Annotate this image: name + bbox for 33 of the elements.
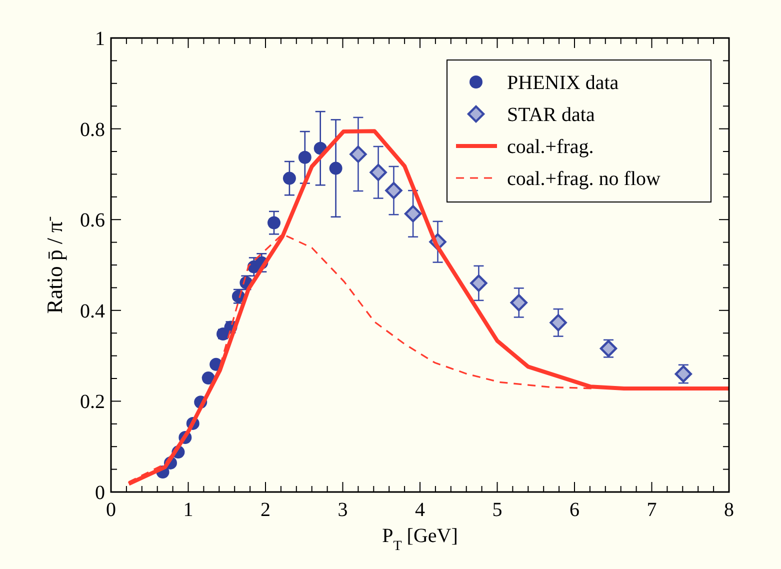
point: [370, 164, 387, 181]
x-tick-label: 6: [570, 499, 580, 521]
point: [282, 172, 296, 185]
y-tick-label: 0.8: [80, 118, 105, 141]
y-tick-label: 0.6: [80, 210, 105, 232]
point: [404, 205, 422, 222]
legend-label: PHENIX data: [507, 72, 619, 94]
point: [267, 216, 280, 230]
x-tick-label: 1: [183, 499, 194, 521]
x-tick-label: 2: [260, 499, 270, 521]
point: [298, 150, 312, 164]
point: [550, 314, 567, 332]
x-tick-label: 7: [646, 499, 657, 521]
y-tick-label: 1: [95, 28, 105, 50]
x-tick-label: 8: [724, 499, 734, 521]
point: [350, 146, 367, 163]
point: [600, 340, 618, 358]
x-tick-label: 5: [492, 499, 502, 521]
y-tick-label: 0.2: [80, 391, 105, 414]
point: [329, 162, 342, 175]
y-tick-label: 0: [95, 482, 105, 504]
point: [385, 182, 402, 200]
legend-label: coal.+frag.: [507, 136, 594, 158]
legend-label: coal.+frag. no flow: [507, 168, 662, 190]
x-tick-label: 4: [415, 499, 425, 521]
point: [470, 274, 488, 292]
legend-label: STAR data: [507, 104, 595, 126]
x-tick-label: 3: [338, 499, 348, 521]
point: [510, 294, 528, 312]
point: [202, 372, 215, 385]
y-tick-label: 0.4: [80, 300, 105, 322]
point: [674, 365, 692, 383]
x-axis-title: P$_{T}$ [GeV]: [382, 525, 458, 554]
